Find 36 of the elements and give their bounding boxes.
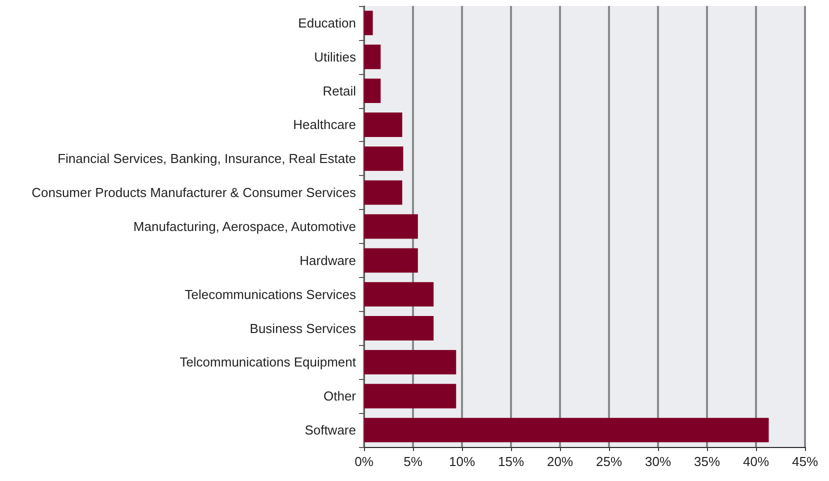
x-tick-label: 25%	[596, 454, 622, 469]
x-tick-label: 0%	[354, 454, 374, 469]
y-tick-label: Telcommunications Equipment	[180, 354, 356, 370]
y-tick-label: Other	[323, 388, 357, 404]
x-tick-label: 10%	[448, 454, 476, 469]
y-tick-label: Hardware	[300, 252, 356, 268]
y-tick-label: Manufacturing, Aerospace, Automotive	[133, 219, 356, 234]
x-tick-label: 15%	[498, 454, 524, 469]
bar	[364, 418, 769, 442]
bar	[364, 214, 418, 239]
bar	[364, 350, 456, 374]
bar	[364, 146, 404, 171]
x-tick-label: 30%	[644, 454, 672, 469]
bar	[364, 248, 418, 273]
y-tick-label: Telecommunications Services	[184, 286, 356, 302]
bar	[364, 316, 434, 340]
x-tick-label: 35%	[694, 454, 720, 469]
bar	[364, 180, 402, 205]
bar	[364, 44, 381, 70]
y-tick-label: Education	[298, 15, 356, 30]
bar	[364, 78, 381, 104]
y-tick-label: Consumer Products Manufacturer & Consumer Services	[32, 185, 356, 200]
y-tick-label: Retail	[322, 83, 356, 98]
y-tick-label: Healthcare	[293, 117, 356, 132]
bar	[364, 384, 456, 408]
bar	[364, 10, 373, 36]
y-tick-label: Financial Services, Banking, Insurance, Real Estate	[58, 151, 356, 166]
y-tick-label: Utilities	[314, 49, 356, 64]
x-tick-label: 45%	[792, 454, 818, 469]
bar	[364, 282, 434, 307]
x-tick-label: 5%	[404, 454, 423, 469]
bar	[364, 112, 402, 137]
y-tick-label: Software	[304, 422, 356, 438]
x-tick-label: 20%	[546, 454, 574, 469]
y-tick-label: Business Services	[250, 320, 356, 336]
x-tick-label: 40%	[742, 454, 770, 469]
